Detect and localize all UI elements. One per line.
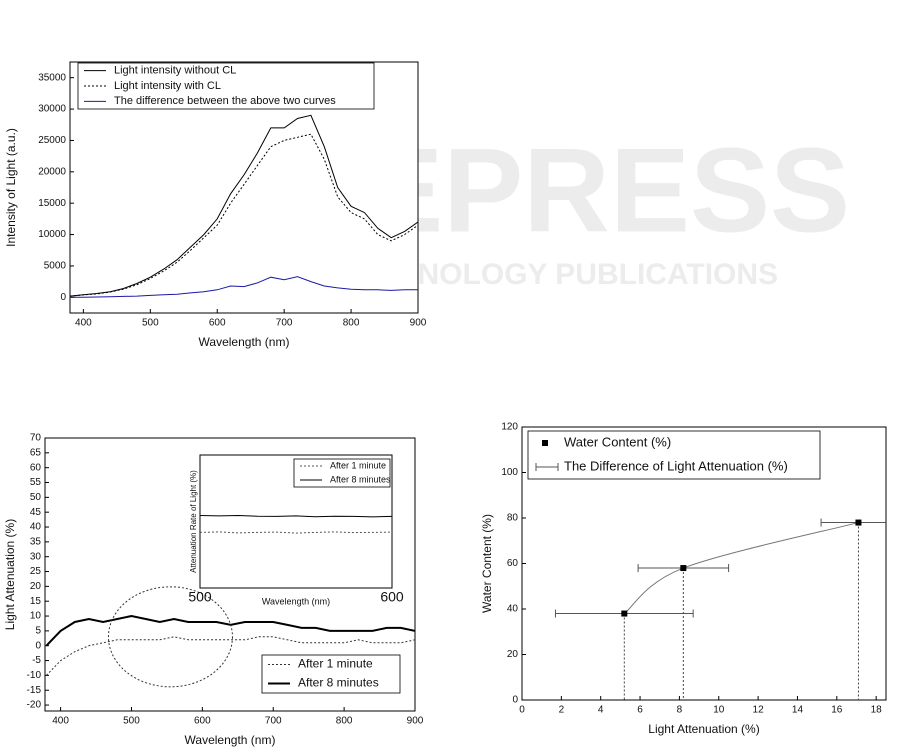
y-tick-label: 45	[30, 507, 42, 518]
data-line	[200, 531, 392, 534]
y-tick-label: 80	[507, 513, 519, 524]
plot-content	[70, 114, 418, 298]
legend-box	[77, 62, 375, 110]
y-tick-label: 15	[30, 596, 42, 607]
y-tick-label: 100	[501, 467, 518, 478]
y-tick-label: 40	[507, 604, 519, 615]
legend-label: After 8 minutes	[330, 474, 391, 484]
y-tick-label: 20	[30, 581, 42, 592]
y-tick-label: 35	[30, 536, 42, 547]
y-axis-label: Attenuation Rate of Light (%)	[189, 470, 198, 573]
y-tick-label: 20000	[38, 166, 66, 177]
data-point	[621, 610, 628, 617]
y-tick-label: -10	[27, 670, 42, 681]
x-tick-label: 10	[713, 705, 725, 716]
y-tick-label: 0	[60, 292, 66, 303]
y-axis-label: Water Content (%)	[480, 514, 494, 613]
data-point	[680, 565, 687, 572]
y-tick-label: 25000	[38, 135, 66, 146]
y-tick-label: 5000	[44, 261, 67, 272]
x-axis-label: Light Attenuation (%)	[648, 722, 759, 736]
y-tick-label: 50	[30, 492, 42, 503]
x-tick-label: 700	[265, 716, 282, 727]
x-axis-label: Wavelength (nm)	[262, 596, 330, 606]
x-tick-label: 500	[188, 589, 212, 605]
x-tick-label: 14	[792, 705, 804, 716]
legend-label: The Difference of Light Attenuation (%)	[564, 458, 788, 473]
legend-label: After 1 minute	[330, 460, 386, 470]
x-tick-label: 0	[519, 705, 525, 716]
fit-curve	[624, 522, 859, 614]
data-line	[70, 133, 418, 297]
x-tick-label: 400	[75, 318, 92, 329]
x-tick-label: 900	[410, 318, 427, 329]
y-tick-label: 0	[512, 695, 518, 706]
x-tick-label: 4	[598, 705, 604, 716]
y-axis-label: Intensity of Light (a.u.)	[4, 128, 18, 247]
legend-box	[293, 458, 391, 488]
plot-content	[554, 518, 886, 700]
y-tick-label: -5	[32, 655, 41, 666]
x-tick-label: 800	[343, 318, 360, 329]
y-tick-label: 60	[30, 462, 42, 473]
data-line	[70, 114, 418, 297]
y-tick-label: 30000	[38, 104, 66, 115]
y-tick-label: 35000	[38, 72, 66, 83]
x-tick-label: 600	[380, 589, 404, 605]
x-axis-label: Wavelength (nm)	[185, 733, 276, 747]
y-tick-label: 15000	[38, 198, 66, 209]
data-line	[70, 276, 418, 298]
y-tick-label: 25	[30, 566, 42, 577]
x-tick-label: 500	[123, 716, 140, 727]
legend-label: Light intensity without CL	[114, 65, 236, 77]
y-tick-label: 20	[507, 649, 519, 660]
legend-label: After 8 minutes	[298, 676, 379, 690]
legend-label: The difference between the above two cur…	[114, 95, 336, 107]
legend-swatch	[542, 440, 548, 446]
y-tick-label: 40	[30, 522, 42, 533]
y-tick-label: 55	[30, 477, 42, 488]
y-tick-label: -15	[27, 685, 42, 696]
legend-label: After 1 minute	[298, 657, 373, 671]
y-tick-label: 60	[507, 558, 519, 569]
plot-content	[200, 514, 392, 534]
y-tick-label: 5	[35, 626, 41, 637]
data-line	[200, 514, 392, 518]
y-tick-label: 120	[501, 422, 518, 433]
x-tick-label: 18	[871, 705, 883, 716]
x-tick-label: 800	[336, 716, 353, 727]
legend-box	[527, 430, 821, 480]
x-tick-label: 8	[677, 705, 683, 716]
chart: 0 2 4 6 8 10 12 14 16 18 0 20 40 60 80 100 120 Light Atte…	[480, 422, 887, 736]
y-tick-label: 65	[30, 447, 42, 458]
x-tick-label: 900	[407, 716, 424, 727]
x-tick-label: 2	[559, 705, 565, 716]
x-tick-label: 400	[52, 716, 69, 727]
y-tick-label: 10000	[38, 229, 66, 240]
data-point	[855, 519, 862, 526]
x-tick-label: 700	[276, 318, 293, 329]
x-tick-label: 600	[194, 716, 211, 727]
y-tick-label: -20	[27, 700, 42, 711]
legend-label: Water Content (%)	[564, 434, 671, 449]
x-tick-label: 16	[831, 705, 843, 716]
y-axis-label: Light Attenuation (%)	[3, 519, 17, 630]
y-tick-label: 10	[30, 611, 42, 622]
legend-label: Light intensity with CL	[114, 80, 221, 92]
x-tick-label: 500	[142, 318, 159, 329]
x-tick-label: 6	[637, 705, 643, 716]
x-axis-label: Wavelength (nm)	[199, 335, 290, 349]
x-tick-label: 600	[209, 318, 226, 329]
x-tick-label: 12	[753, 705, 765, 716]
legend-box	[261, 654, 401, 694]
chart: 500 600 Wavelength (nm) Attenuation Rate of…	[188, 454, 404, 606]
highlight-circle	[107, 586, 233, 688]
y-tick-label: 30	[30, 551, 42, 562]
y-tick-label: 70	[30, 433, 42, 444]
chart: 400 500 600 700 800 900 0 5000 10000 15000 20000 25…	[4, 61, 427, 349]
y-tick-label: 0	[35, 640, 41, 651]
